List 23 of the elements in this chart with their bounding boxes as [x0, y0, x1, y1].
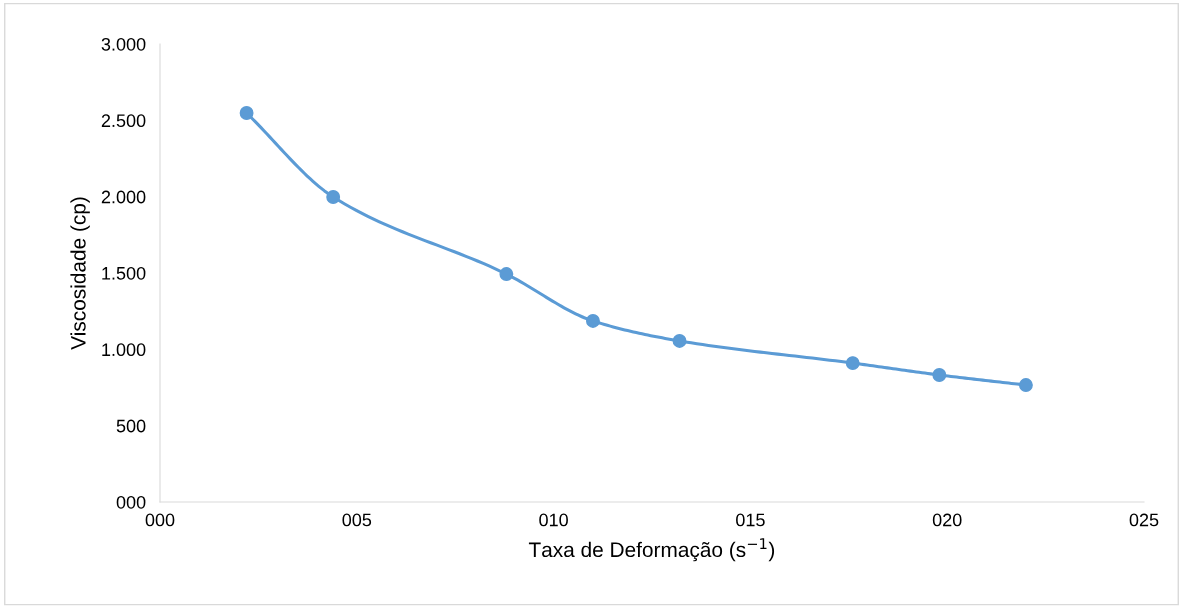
- point: [672, 333, 687, 348]
- point: [499, 267, 514, 282]
- x-axis-title: Taxa de Deformação (s$^{−1}$): [528, 538, 775, 562]
- x-tick-label: 005: [342, 513, 372, 527]
- y-tick-label: 500: [116, 419, 146, 433]
- x-tick-label: 010: [539, 513, 568, 527]
- point: [326, 190, 341, 204]
- point: [932, 368, 947, 382]
- y-tick-label: 2.000: [101, 190, 146, 204]
- point: [1018, 378, 1033, 393]
- x-tick-label: 025: [1129, 513, 1159, 527]
- y-tick-label: 000: [116, 495, 146, 509]
- point: [845, 356, 860, 371]
- y-tick-label: 1.000: [102, 343, 146, 357]
- x-tick-label: 020: [932, 513, 962, 527]
- y-tick-label: 2.500: [101, 114, 146, 128]
- x-tick-label: 000: [145, 513, 175, 527]
- y-tick-label: 1.500: [102, 266, 146, 280]
- y-tick-label: 3.000: [101, 37, 146, 51]
- y-axis-title: Viscosidade (cp): [70, 197, 90, 350]
- point: [586, 313, 600, 328]
- point: [239, 106, 254, 120]
- x-tick-label: 015: [736, 513, 765, 527]
